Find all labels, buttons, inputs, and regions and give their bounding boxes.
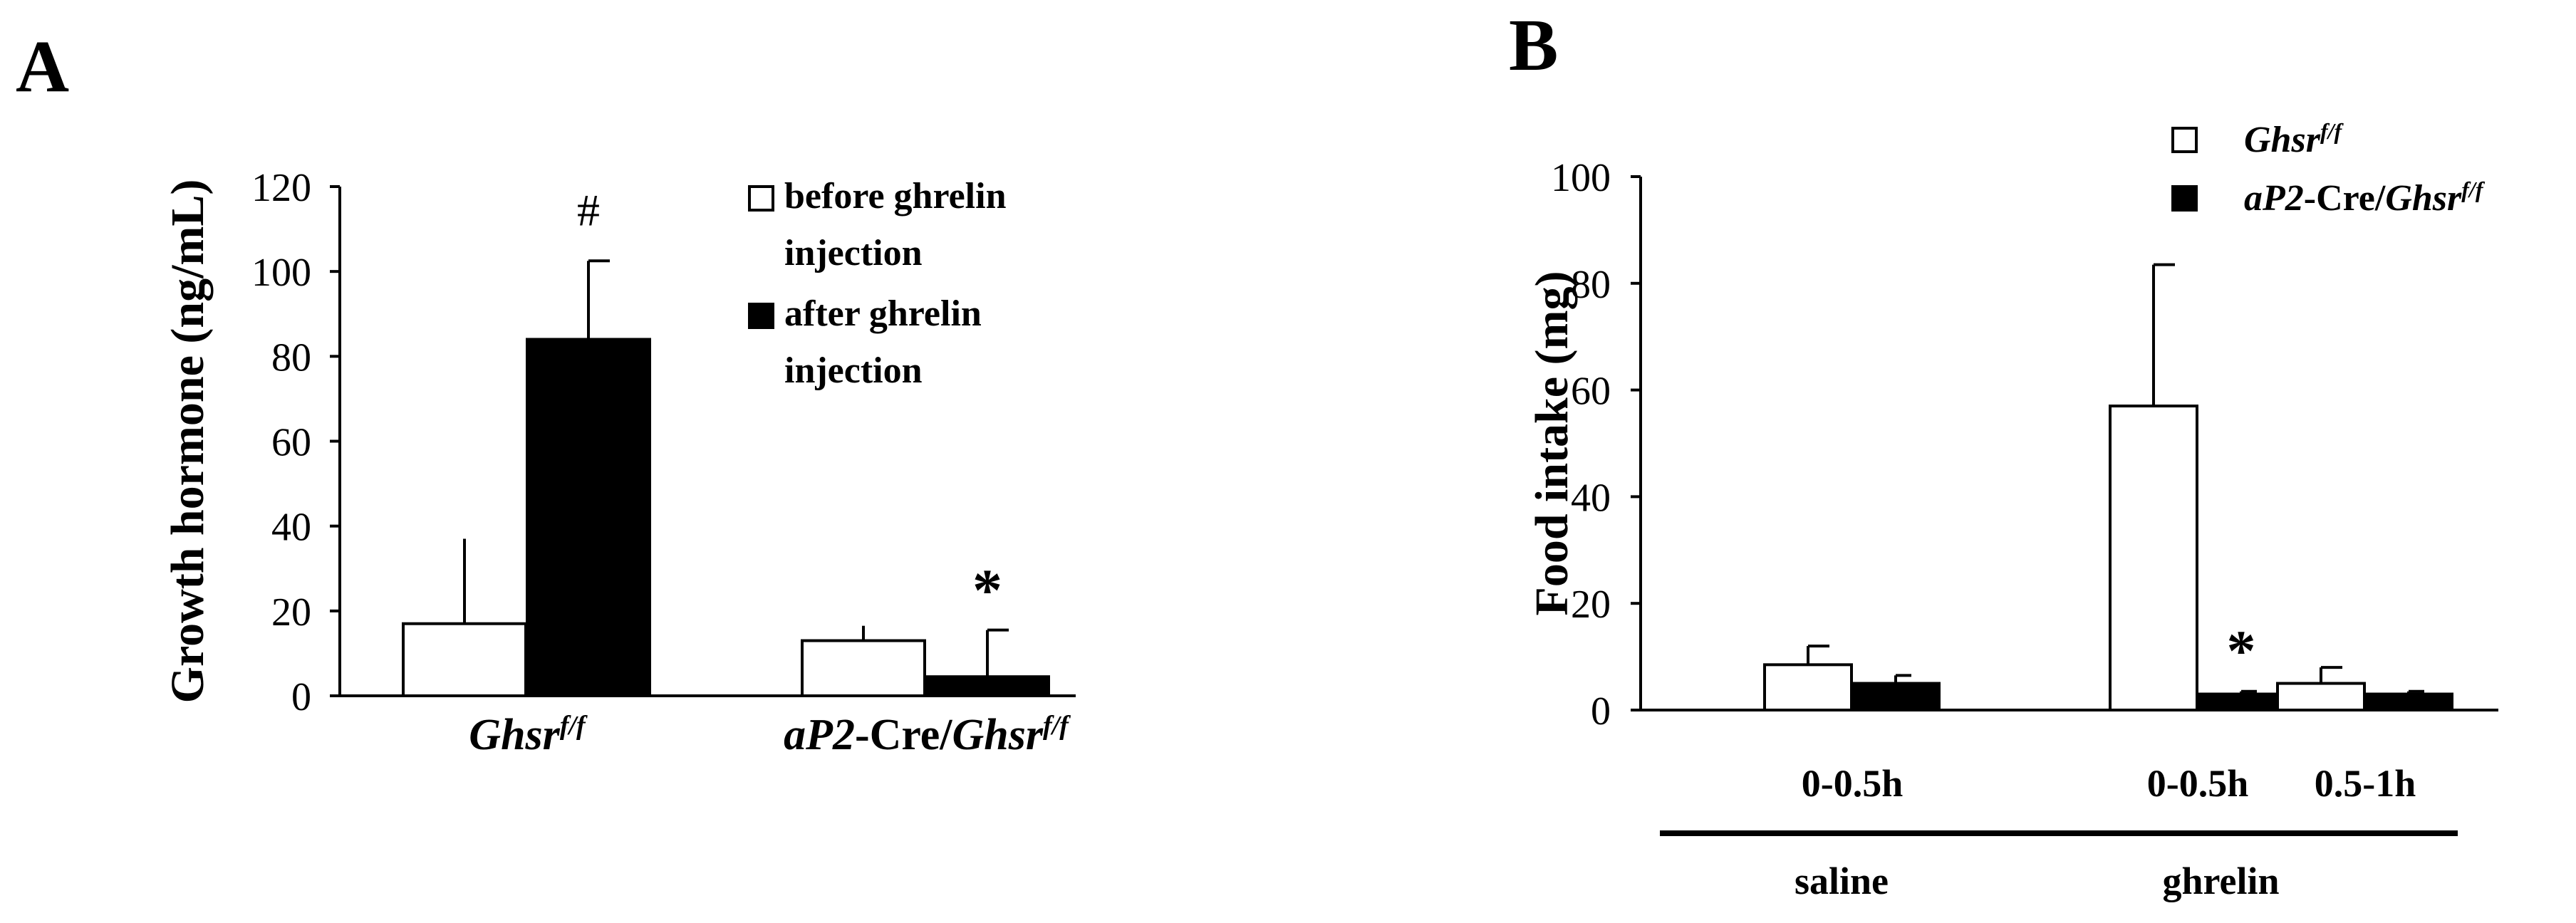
y-tick-label: 100 (1551, 156, 1611, 200)
y-tick-label: 20 (271, 590, 311, 635)
x-category-label-part-0: aP2 (784, 711, 855, 759)
x-category-label-part-2: Ghsr (952, 711, 1044, 759)
x-category-label: Ghsrf/f (469, 711, 588, 759)
y-tick-label: 120 (251, 166, 311, 210)
significance-marker: * (2227, 618, 2256, 683)
legend-swatch (2171, 127, 2198, 153)
bar-ap2cre-1 (2196, 692, 2286, 712)
significance-marker: # (577, 184, 600, 235)
significance-marker: * (972, 558, 1002, 624)
y-axis-title: Food intake (mg) (1526, 271, 1578, 616)
legend-label-part-3: f/f (2461, 177, 2486, 202)
legend-label-part-1: -Cre/ (2304, 178, 2386, 219)
y-tick-label: 80 (271, 335, 311, 380)
legend-label: injection (784, 233, 923, 273)
legend-swatch (748, 303, 774, 329)
y-tick-label: 60 (1571, 370, 1611, 414)
x-category-label-part-2: Ghsr (469, 711, 560, 759)
x-category-label: 0.5-1h (2315, 762, 2416, 805)
y-axis-title: Growth hormone (ng/mL) (162, 179, 214, 704)
treatment-label: ghrelin (2162, 860, 2279, 902)
panel-a-label: A (16, 26, 69, 108)
y-tick-label: 40 (1571, 476, 1611, 520)
y-tick-label: 0 (1591, 689, 1611, 734)
legend-label: before ghrelin (784, 176, 1007, 217)
bar-after-1 (925, 675, 1050, 697)
chart-b: 0 20 40 60 80 100 Food intake (mg) 0-0.5h 0-0.5h… (1526, 118, 2498, 902)
bar-before-1 (801, 639, 926, 698)
bar-ap2cre-0 (1851, 682, 1941, 711)
legend-swatch (748, 185, 774, 212)
bar-after-0 (526, 338, 651, 697)
bar-ghsr-1 (2109, 405, 2198, 711)
chart-a: 0 20 40 60 80 100 120 Growth hormone (ng/mL) Ghs… (162, 166, 1076, 759)
legend-label-part-3: f/f (2320, 118, 2344, 144)
y-tick-label: 60 (271, 421, 311, 465)
legend-label: Ghsrf/f (2244, 118, 2344, 160)
legend-label: aP2-Cre/Ghsrf/f (2244, 177, 2486, 219)
legend-label-part-0: aP2 (2244, 178, 2304, 219)
y-tick-label: 0 (291, 675, 311, 719)
x-category-label-part-1: -Cre/ (855, 711, 952, 759)
bar-ghsr-2 (2276, 682, 2366, 711)
x-category-label: 0-0.5h (1802, 762, 1904, 805)
panel-b-label: B (1509, 4, 1558, 86)
treatment-label: saline (1795, 860, 1889, 902)
y-tick-label: 80 (1571, 263, 1611, 307)
y-tick-label: 40 (271, 506, 311, 550)
x-category-label-part-3: f/f (560, 711, 588, 741)
bar-before-0 (402, 622, 527, 697)
bar-ap2cre-2 (2364, 692, 2453, 712)
legend-label-part-2: Ghsr (2385, 178, 2462, 219)
legend-label: injection (784, 350, 923, 391)
y-tick-label: 20 (1571, 583, 1611, 627)
legend-label: after ghrelin (784, 293, 982, 334)
legend-swatch (2171, 185, 2198, 212)
bar-ghsr-0 (1763, 663, 1853, 712)
x-category-label: 0-0.5h (2147, 762, 2249, 805)
x-category-label: aP2-Cre/Ghsrf/f (784, 711, 1071, 759)
y-tick-label: 100 (251, 251, 311, 295)
x-category-label-part-3: f/f (1043, 711, 1071, 741)
legend-label-part-2: Ghsr (2244, 120, 2321, 160)
